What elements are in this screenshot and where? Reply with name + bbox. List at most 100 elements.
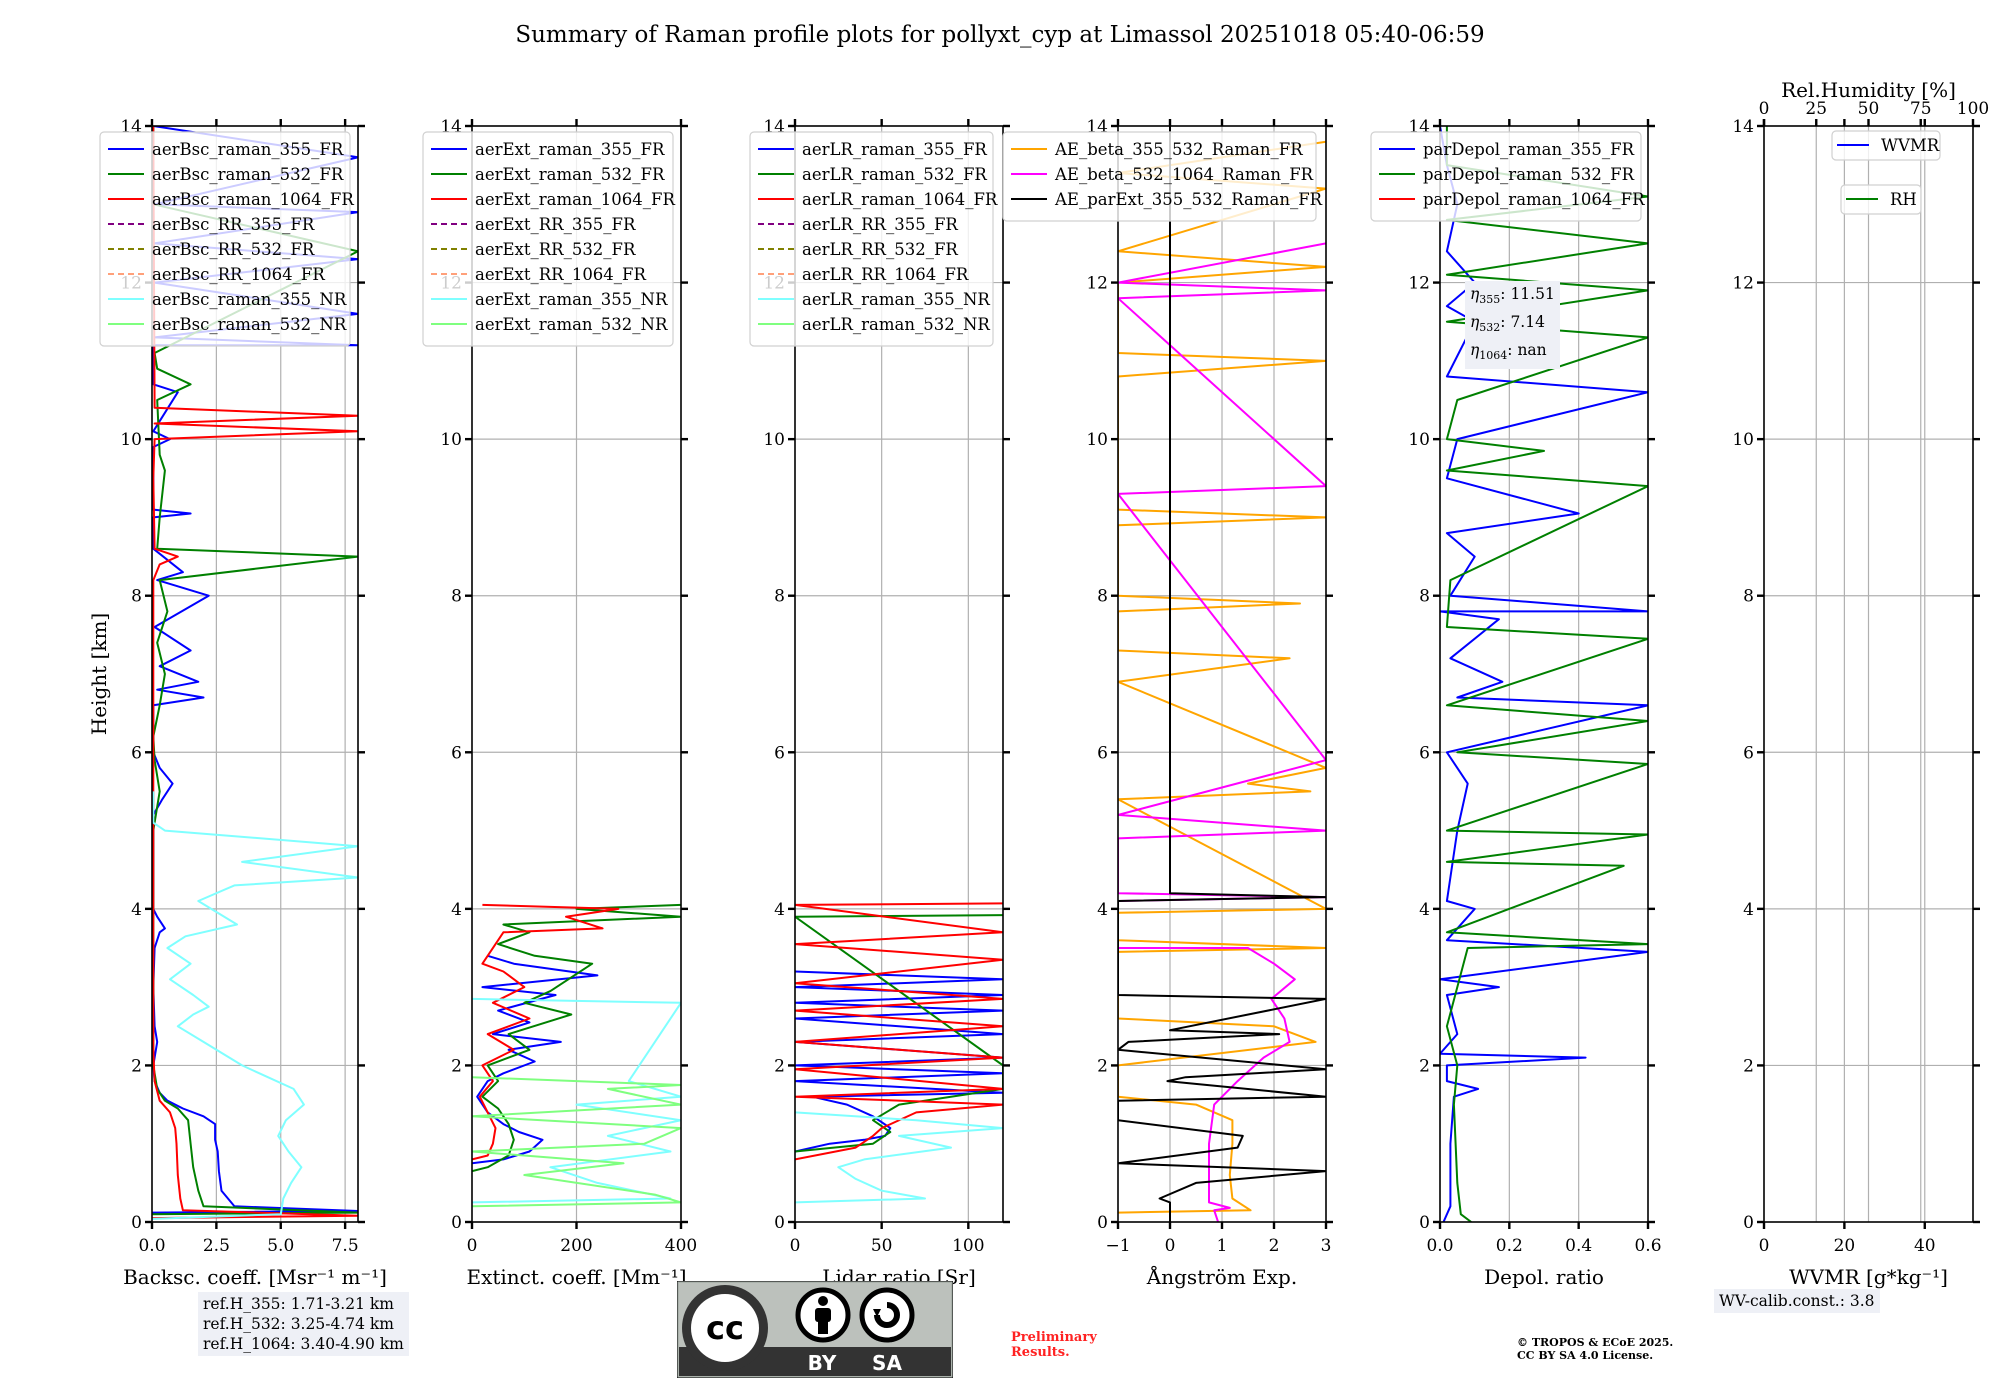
- x-tick-label: −1: [1105, 1236, 1130, 1256]
- x-tick-label: 200: [560, 1236, 592, 1256]
- ref-height-1064: ref.H_1064: 3.40-4.90 km: [203, 1335, 404, 1353]
- x-tick-label: 0.6: [1634, 1236, 1661, 1256]
- legend-lidar-ratio: aerLR_raman_355_FR aerLR_raman_532_FR aerL…: [749, 131, 998, 347]
- y-tick-label: 4: [1097, 900, 1108, 920]
- legend-entry: aerBsc_raman_1064_FR: [152, 190, 354, 209]
- eta-532: η532: 7.14: [1470, 313, 1545, 335]
- y-tick-label: 0: [1097, 1213, 1108, 1233]
- legend-entry: aerBsc_raman_532_FR: [152, 165, 344, 184]
- y-tick-label: 2: [451, 1056, 462, 1076]
- sa-label: SA: [872, 1351, 902, 1375]
- series-line-AE_beta_355_532_Raman_FR: [1118, 140, 1326, 1214]
- y-tick-label: 12: [1408, 274, 1430, 294]
- x-top-tick-label: 50: [1858, 99, 1880, 119]
- y-tick-label: 8: [774, 587, 785, 607]
- legend-entry: AE_beta_532_1064_Raman_FR: [1054, 165, 1314, 184]
- legend-entry: aerBsc_RR_355_FR: [152, 215, 315, 234]
- x-tick-label: 7.5: [332, 1236, 359, 1256]
- y-tick-label: 4: [1743, 900, 1754, 920]
- y-tick-label: 12: [1086, 274, 1108, 294]
- y-tick-label: 2: [1743, 1056, 1754, 1076]
- legend-entry: aerExt_raman_355_NR: [475, 290, 668, 309]
- legend-entry: aerExt_RR_1064_FR: [475, 265, 647, 284]
- share-alike-icon: [859, 1287, 915, 1343]
- ref-height-532: ref.H_532: 3.25-4.74 km: [203, 1315, 394, 1333]
- legend-entry: aerExt_raman_532_NR: [475, 315, 668, 334]
- figure-title: Summary of Raman profile plots for polly…: [515, 22, 1485, 48]
- x-tick-label: 2: [1269, 1236, 1280, 1256]
- y-tick-label: 8: [131, 587, 142, 607]
- x-tick-label: 3: [1321, 1236, 1332, 1256]
- y-tick-label: 0: [451, 1213, 462, 1233]
- x-top-tick-label: 0: [1759, 99, 1770, 119]
- y-tick-label: 10: [120, 430, 142, 450]
- x-tick-label: 0: [1759, 1236, 1770, 1256]
- wv-calib-const: WV-calib.const.: 3.8: [1719, 1292, 1875, 1310]
- y-tick-label: 0: [1743, 1213, 1754, 1233]
- legend-entry: aerLR_RR_1064_FR: [802, 265, 969, 284]
- panel-lidar-ratio: 05010002468101214Lidar ratio [Sr]aerLR_r…: [749, 117, 1010, 1289]
- y-tick-label: 2: [1097, 1056, 1108, 1076]
- axes-frame: [794, 125, 1004, 1223]
- y-tick-label: 10: [1732, 430, 1754, 450]
- legend-entry: aerExt_raman_1064_FR: [475, 190, 675, 209]
- series-line-aerBsc_raman_355_NR: [152, 791, 358, 1220]
- y-tick-label: 6: [451, 743, 462, 763]
- legend-entry: RH: [1890, 190, 1917, 209]
- y-tick-label: 4: [451, 900, 462, 920]
- legend-entry: aerExt_raman_355_FR: [475, 140, 665, 159]
- ref-height-box: ref.H_355: 1.71-3.21 km ref.H_532: 3.25-…: [198, 1292, 409, 1356]
- y-tick-label: 0: [131, 1213, 142, 1233]
- preliminary-note: Preliminary Results.: [1011, 1330, 1097, 1360]
- series-line-AE_beta_532_1064_Raman_FR: [1118, 242, 1326, 1222]
- x-tick-label: 2.5: [203, 1236, 230, 1256]
- x-tick-label: 20: [1834, 1236, 1856, 1256]
- x-axis-label: Ångström Exp.: [1146, 1264, 1297, 1289]
- panel-extinction: 020040002468101214Extinct. coeff. [Mm⁻¹]…: [422, 117, 697, 1289]
- x-tick-label: 0.2: [1496, 1236, 1523, 1256]
- eta-1064: η1064: nan: [1470, 341, 1547, 363]
- y-tick-label: 10: [1408, 430, 1430, 450]
- legend-entry: AE_beta_355_532_Raman_FR: [1054, 140, 1303, 159]
- x-top-tick-label: 25: [1805, 99, 1827, 119]
- x-axis-label: Extinct. coeff. [Mm⁻¹]: [466, 1265, 686, 1289]
- x-tick-label: 0.0: [138, 1236, 165, 1256]
- by-label: BY: [808, 1351, 837, 1375]
- x-top-axis-label: Rel.Humidity [%]: [1781, 78, 1956, 102]
- axes-frame: [1439, 125, 1649, 1223]
- y-axis-label: Height [km]: [87, 613, 111, 735]
- y-tick-label: 6: [1097, 743, 1108, 763]
- x-tick-label: 100: [952, 1236, 984, 1256]
- legend-entry: aerLR_raman_355_FR: [802, 140, 987, 159]
- x-tick-label: 0.0: [1426, 1236, 1453, 1256]
- depol-eta-box: η355: 11.51 η532: 7.14 η1064: nan: [1465, 281, 1560, 370]
- x-tick-label: 50: [871, 1236, 893, 1256]
- ref-height-355: ref.H_355: 1.71-3.21 km: [203, 1295, 394, 1313]
- legend-entry: parDepol_raman_532_FR: [1423, 165, 1635, 184]
- x-tick-label: 0: [1165, 1236, 1176, 1256]
- legend-entry: aerLR_RR_355_FR: [802, 215, 958, 234]
- y-tick-label: 2: [1419, 1056, 1430, 1076]
- y-tick-label: 8: [1743, 587, 1754, 607]
- x-axis-label: Backsc. coeff. [Msr⁻¹ m⁻¹]: [123, 1265, 387, 1289]
- attribution-person-icon: [795, 1287, 851, 1343]
- x-tick-label: 0: [790, 1236, 801, 1256]
- series-line-aerExt_raman_355_NR: [472, 997, 681, 1204]
- legend-RH: RH: [1840, 184, 1922, 215]
- legend-entry: parDepol_raman_355_FR: [1423, 140, 1635, 159]
- legend-entry: AE_parExt_355_532_Raman_FR: [1054, 190, 1323, 209]
- series-line-aerLR_raman_1064_FR: [795, 902, 1003, 1161]
- svg-text:cc: cc: [706, 1309, 744, 1347]
- x-tick-label: 0.4: [1565, 1236, 1592, 1256]
- x-axis-label: WVMR [g*kg⁻¹]: [1789, 1265, 1948, 1289]
- y-tick-label: 6: [774, 743, 785, 763]
- x-tick-label: 1: [1217, 1236, 1228, 1256]
- panel-backscatter: 0.02.55.07.502468101214Backsc. coeff. [M…: [87, 117, 387, 1289]
- x-top-tick-label: 75: [1910, 99, 1932, 119]
- legend-entry: aerBsc_RR_532_FR: [152, 240, 315, 259]
- legend-entry: aerExt_raman_532_FR: [475, 165, 665, 184]
- y-tick-label: 0: [774, 1213, 785, 1233]
